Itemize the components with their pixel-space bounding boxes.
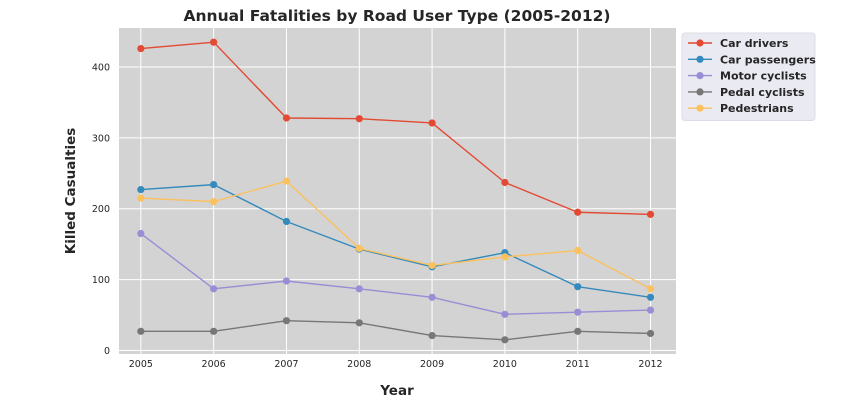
data-point	[210, 38, 218, 46]
series-pedestrians	[137, 177, 655, 293]
data-point	[646, 210, 655, 218]
legend-entry: Car passengers	[688, 53, 816, 66]
data-point	[282, 177, 291, 185]
legend-label: Pedal cyclists	[720, 86, 805, 99]
x-tick-label: 2005	[129, 359, 153, 370]
gridlines	[119, 28, 676, 354]
series-line	[140, 319, 651, 341]
x-tick-label: 2010	[493, 359, 517, 370]
data-point	[355, 285, 363, 293]
data-point	[210, 181, 218, 189]
legend-label: Car passengers	[720, 53, 816, 66]
series-motor-cyclists	[137, 229, 655, 318]
x-tick-label: 2009	[420, 359, 444, 370]
legend-marker	[696, 104, 704, 112]
data-point	[210, 285, 218, 293]
y-axis-ticks: 0 100 200 300 400	[92, 62, 110, 356]
legend-label: Car drivers	[720, 37, 789, 50]
y-tick-label: 100	[92, 275, 110, 286]
x-axis-ticks: 2005 2006 2007 2008 2009 2010 2011 2012	[129, 359, 663, 370]
data-point	[210, 327, 218, 335]
data-point	[282, 317, 291, 325]
data-point	[428, 331, 436, 340]
data-point	[428, 119, 436, 127]
data-point	[501, 310, 509, 318]
legend-label: Pedestrians	[720, 102, 794, 115]
series-line	[140, 180, 651, 290]
legend-marker	[696, 72, 704, 80]
legend: Car drivers Car passengers Motor cyclists P…	[681, 32, 816, 121]
y-tick-label: 400	[92, 62, 110, 73]
data-point	[210, 198, 218, 206]
legend-entry: Pedestrians	[688, 102, 794, 115]
data-point	[646, 293, 655, 301]
series-line	[140, 41, 651, 216]
data-point	[574, 208, 582, 216]
data-point	[355, 115, 363, 123]
y-tick-label: 300	[92, 133, 110, 144]
data-point	[574, 283, 582, 291]
legend-marker	[696, 55, 704, 63]
series-car-drivers	[137, 38, 655, 218]
series-layer	[137, 38, 655, 344]
data-point	[137, 44, 145, 53]
x-tick-label: 2006	[202, 359, 226, 370]
data-point	[137, 194, 145, 202]
y-axis-label: Killed Casualties	[63, 128, 79, 255]
data-point	[428, 293, 436, 301]
legend-entry: Pedal cyclists	[688, 86, 805, 99]
data-point	[137, 327, 145, 335]
data-point	[574, 327, 582, 335]
x-tick-label: 2012	[638, 359, 662, 370]
data-point	[646, 306, 655, 314]
series-line	[140, 232, 651, 316]
legend-entry: Motor cyclists	[688, 70, 807, 83]
data-point	[428, 261, 436, 270]
legend-marker	[696, 39, 704, 47]
data-point	[501, 336, 509, 344]
data-point	[355, 319, 363, 327]
data-point	[355, 244, 363, 253]
legend-label: Motor cyclists	[720, 70, 807, 83]
series-line	[140, 183, 651, 298]
data-point	[574, 308, 582, 316]
plot-background	[119, 28, 676, 354]
data-point	[501, 253, 509, 261]
legend-marker	[696, 88, 704, 96]
data-point	[137, 185, 145, 194]
data-point	[646, 329, 655, 338]
x-tick-label: 2011	[566, 359, 590, 370]
chart-title: Annual Fatalities by Road User Type (200…	[184, 7, 611, 25]
y-tick-label: 200	[92, 204, 110, 215]
x-axis-label: Year	[379, 383, 414, 399]
data-point	[501, 178, 509, 187]
data-point	[282, 217, 291, 226]
x-tick-label: 2007	[274, 359, 298, 370]
data-point	[282, 277, 291, 285]
legend-entry: Car drivers	[688, 37, 789, 50]
data-point	[282, 114, 291, 122]
y-tick-label: 0	[104, 346, 110, 357]
data-point	[137, 229, 145, 238]
series-pedal-cyclists	[137, 317, 655, 344]
legend-box	[681, 32, 816, 121]
data-point	[646, 285, 655, 293]
data-point	[574, 246, 582, 255]
x-tick-label: 2008	[347, 359, 371, 370]
plot-area	[119, 28, 676, 354]
